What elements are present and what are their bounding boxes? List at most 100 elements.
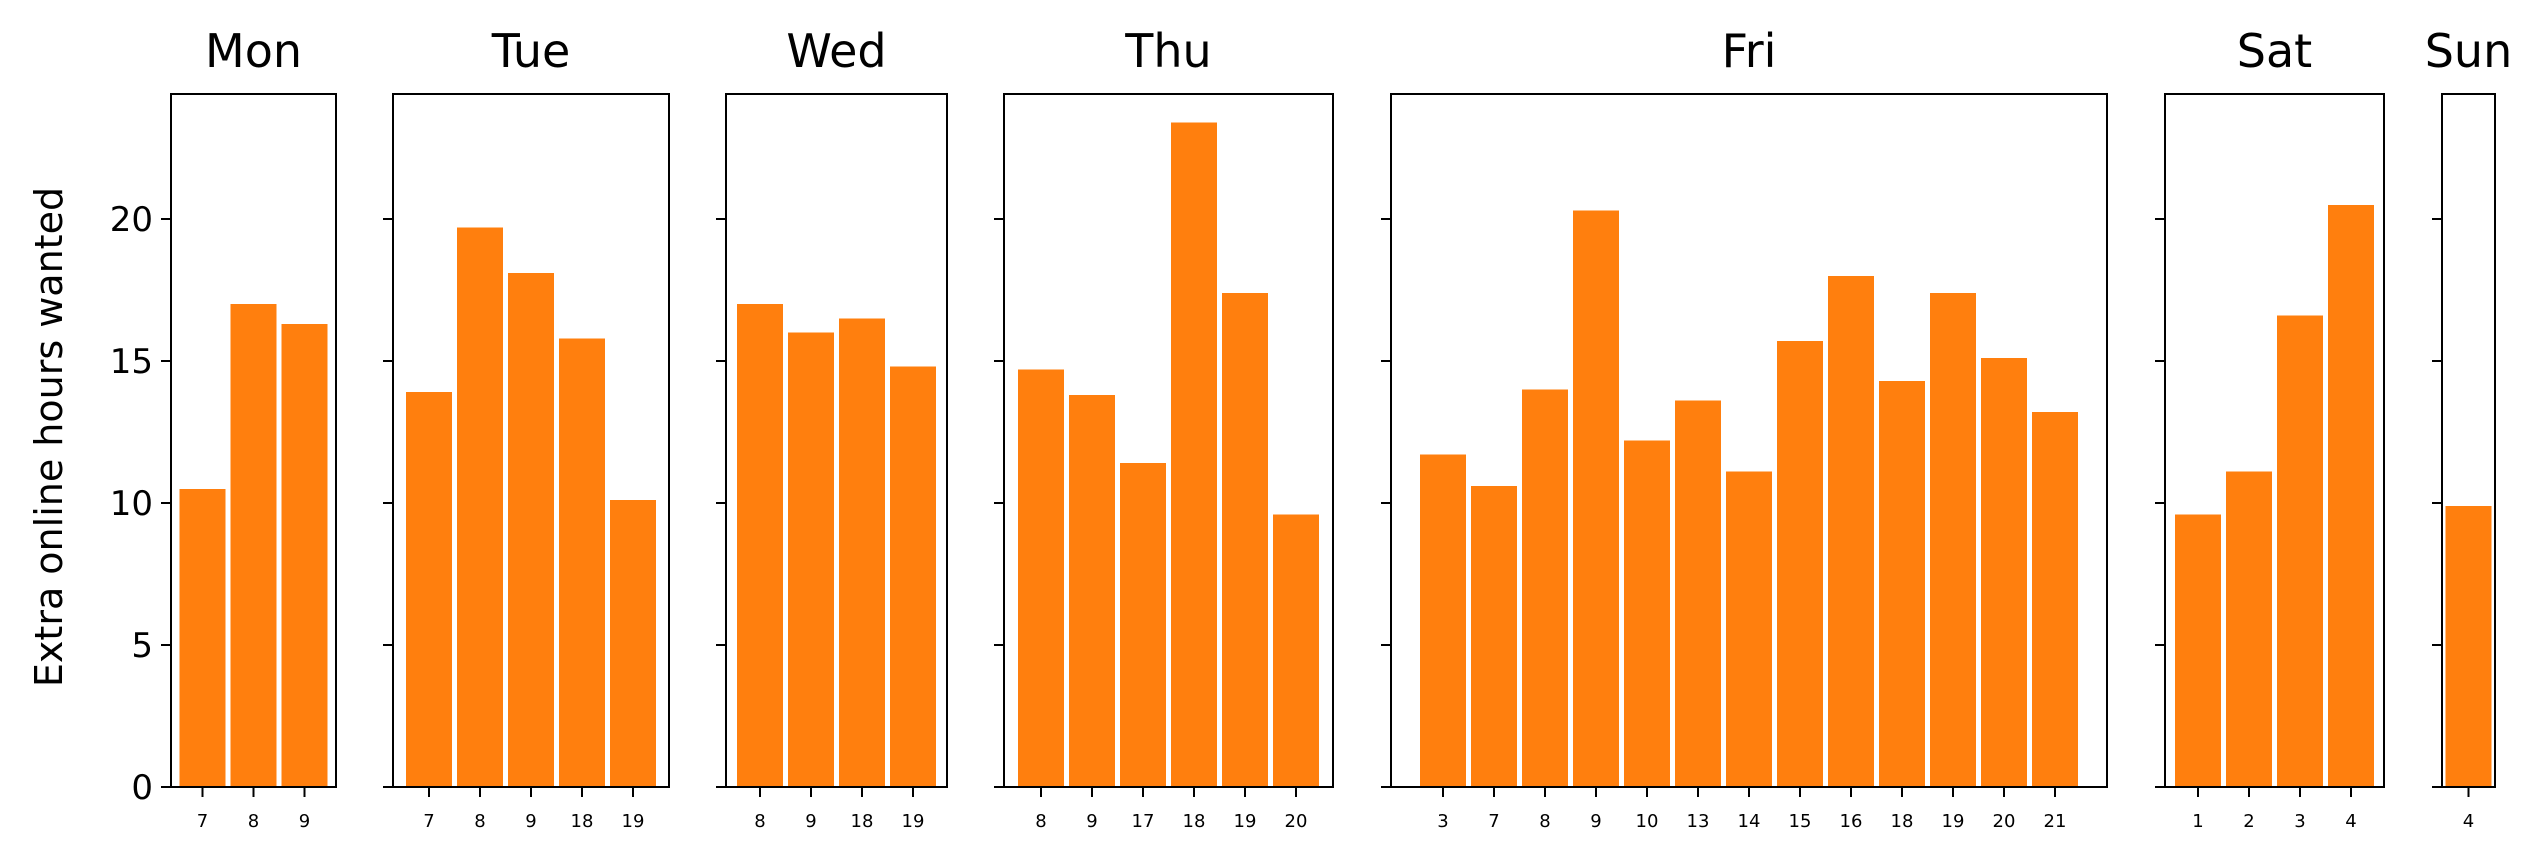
panel-thu: 8 9 17 18 19 20 Thu	[994, 24, 1335, 832]
x-tick-label: 19	[1234, 811, 1257, 832]
bar-wed-18	[839, 318, 885, 787]
x-tick-label: 19	[622, 811, 645, 832]
x-tick-label: 8	[1035, 811, 1046, 832]
bar-wed-8	[737, 304, 783, 787]
bar-thu-8	[1018, 369, 1064, 787]
x-tick-label: 18	[571, 811, 594, 832]
y-tick-label: 5	[131, 626, 153, 666]
x-tick-label: 21	[2044, 811, 2067, 832]
x-tick-label: 7	[423, 811, 434, 832]
bar-fri-10	[1624, 440, 1670, 787]
x-tick-label: 8	[248, 811, 259, 832]
x-tick-label: 7	[197, 811, 208, 832]
bar-tue-19	[610, 500, 656, 787]
plot-frame	[391, 92, 671, 789]
x-tick-label: 10	[1636, 811, 1659, 832]
panel-sun: 4 Sun	[2425, 24, 2513, 832]
bar-mon-7	[179, 488, 226, 787]
y-tick-label: 0	[131, 768, 153, 808]
bar-fri-9	[1573, 210, 1619, 787]
bar-fri-21	[2032, 412, 2078, 787]
bar-thu-18	[1171, 122, 1217, 787]
panel-title: Thu	[1124, 24, 1211, 78]
y-axis-label: Extra online hours wanted	[27, 187, 71, 687]
bar-fri-7	[1471, 485, 1517, 787]
bar-mon-9	[281, 324, 328, 787]
x-tick-label: 9	[525, 811, 536, 832]
bar-fri-19	[1930, 292, 1976, 787]
bar-wed-19	[890, 366, 936, 787]
x-tick-label: 17	[1132, 811, 1155, 832]
panel-wed: 8 9 18 19 Wed	[716, 24, 949, 832]
panel-sat: 1 2 3 4 Sat	[2155, 24, 2386, 832]
x-tick-label: 3	[2294, 811, 2305, 832]
x-tick-label: 8	[1539, 811, 1550, 832]
x-tick-label: 9	[299, 811, 310, 832]
x-tick-label: 4	[2345, 811, 2356, 832]
bar-wed-9	[788, 332, 834, 787]
x-tick-label: 2	[2243, 811, 2254, 832]
panel-fri: 3 7 8 9 10 13 14 15 16 18 19 20 21 Fri	[1381, 24, 2109, 832]
plot-frame	[1389, 92, 2109, 789]
bar-sat-4	[2328, 204, 2374, 788]
x-tick-label: 18	[1891, 811, 1914, 832]
plot-frame	[2163, 92, 2386, 789]
x-tick-label: 3	[1437, 811, 1448, 832]
bar-thu-9	[1069, 395, 1115, 787]
x-tick-label: 8	[474, 811, 485, 832]
x-tick-label: 8	[754, 811, 765, 832]
x-tick-label: 20	[1285, 811, 1308, 832]
y-tick-label: 20	[110, 200, 153, 240]
bar-fri-3	[1420, 454, 1466, 787]
bar-thu-19	[1222, 292, 1268, 787]
bar-fri-8	[1522, 389, 1568, 787]
x-tick-label: 18	[1183, 811, 1206, 832]
bar-tue-7	[406, 392, 452, 787]
x-tick-label: 13	[1687, 811, 1710, 832]
panel-title: Sun	[2425, 24, 2513, 78]
panel-tue: 7 8 9 18 19 Tue	[383, 24, 671, 832]
bar-sun-4	[2445, 505, 2492, 787]
plot-frame	[1002, 92, 1335, 789]
bar-fri-13	[1675, 400, 1721, 787]
bar-sat-2	[2226, 471, 2272, 787]
x-tick-label: 19	[1942, 811, 1965, 832]
panel-title: Sat	[2237, 24, 2312, 78]
panel-title: Fri	[1722, 24, 1777, 78]
x-tick-label: 14	[1738, 811, 1761, 832]
plot-frame	[2440, 92, 2497, 789]
bar-thu-17	[1120, 463, 1166, 787]
bar-sat-1	[2175, 514, 2221, 787]
plot-frame	[724, 92, 949, 789]
x-tick-label: 16	[1840, 811, 1863, 832]
bar-tue-18	[559, 338, 605, 787]
x-tick-label: 15	[1789, 811, 1812, 832]
x-tick-label: 7	[1488, 811, 1499, 832]
y-tick-label: 10	[110, 484, 153, 524]
bar-fri-18	[1879, 380, 1925, 787]
panel-title: Wed	[786, 24, 886, 78]
bar-fri-20	[1981, 358, 2027, 787]
x-tick-label: 18	[851, 811, 874, 832]
panel-title: Tue	[491, 24, 571, 78]
y-tick-label: 15	[110, 342, 153, 382]
bar-sat-3	[2277, 315, 2323, 787]
panel-mon: 7 8 9 0 5 10 15 20 Mon	[110, 24, 338, 832]
bar-thu-20	[1273, 514, 1319, 787]
bar-mon-8	[230, 304, 277, 787]
x-tick-label: 9	[1590, 811, 1601, 832]
x-tick-label: 1	[2192, 811, 2203, 832]
x-tick-label: 19	[902, 811, 925, 832]
x-tick-label: 9	[805, 811, 816, 832]
x-tick-label: 4	[2463, 811, 2474, 832]
plot-frame	[169, 92, 338, 789]
x-tick-label: 9	[1086, 811, 1097, 832]
x-tick-label: 20	[1993, 811, 2016, 832]
bar-tue-8	[457, 227, 503, 787]
bar-fri-16	[1828, 275, 1874, 787]
bar-fri-15	[1777, 341, 1823, 787]
panel-title: Mon	[205, 24, 302, 78]
bar-fri-14	[1726, 471, 1772, 787]
bar-tue-9	[508, 272, 554, 787]
